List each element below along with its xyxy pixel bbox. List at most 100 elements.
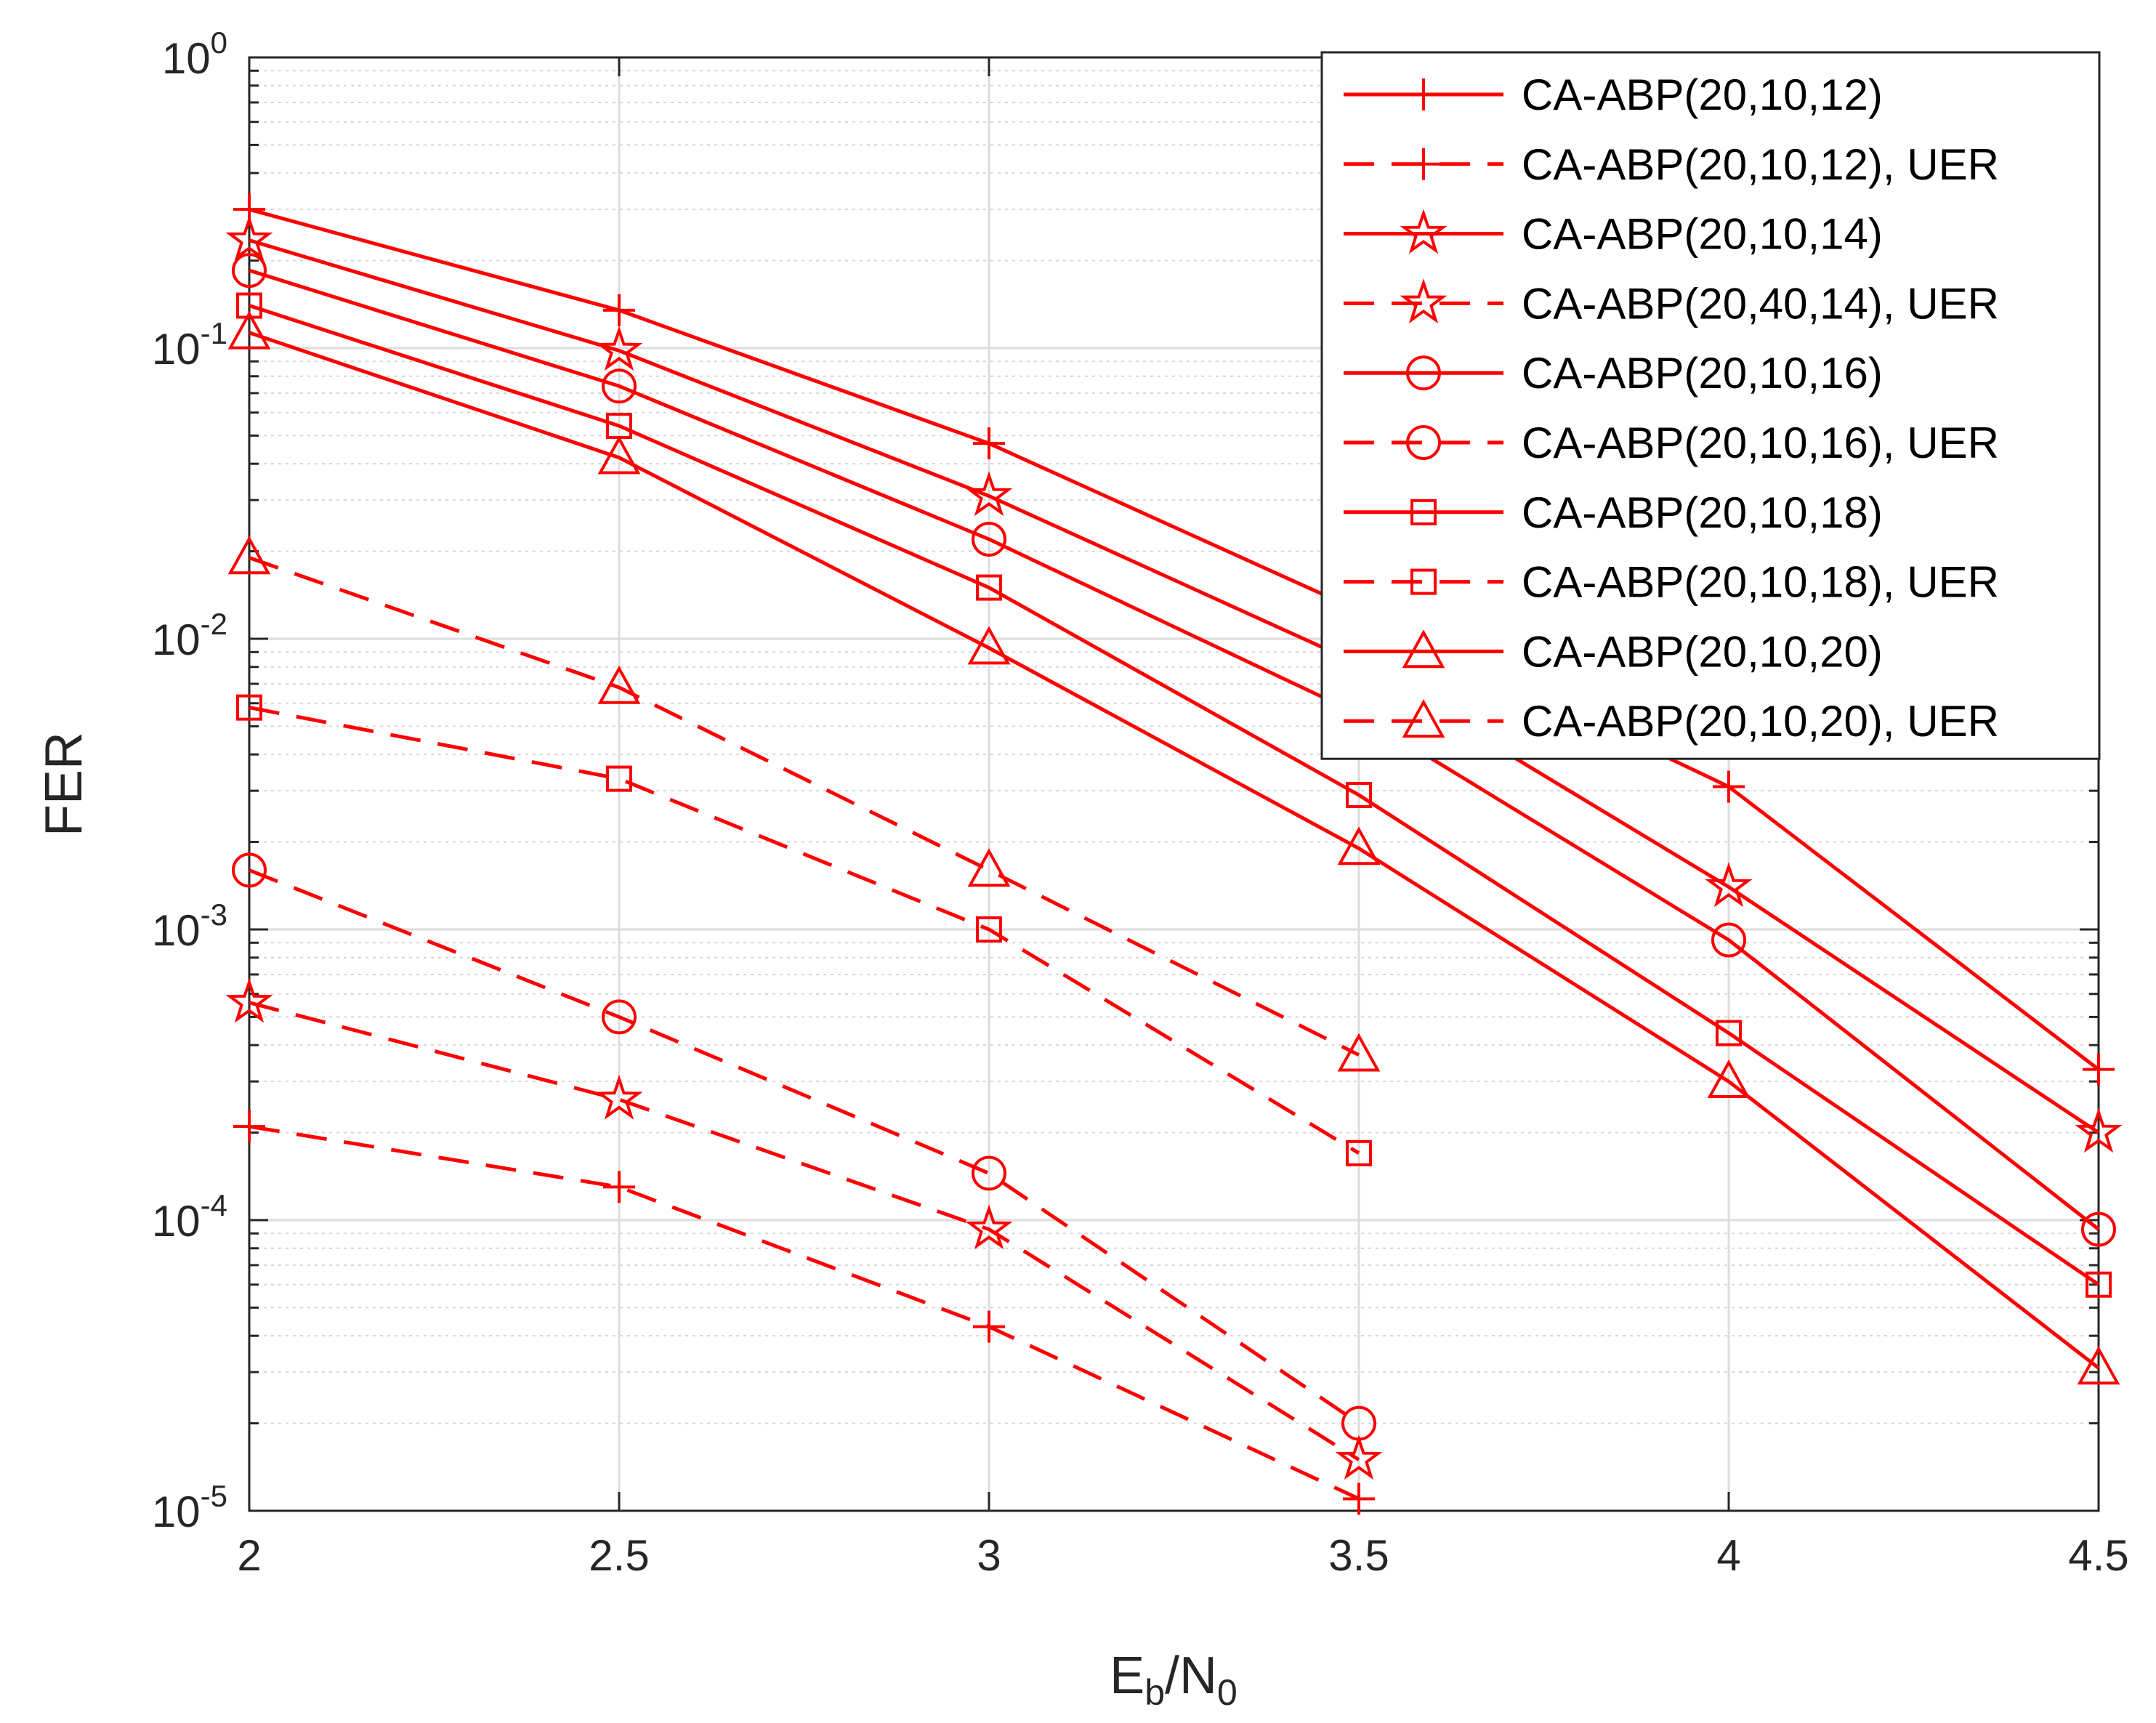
data-point-marker bbox=[597, 665, 641, 704]
series-line bbox=[249, 556, 1360, 1057]
series-9 bbox=[227, 536, 1381, 1072]
legend-label: CA-ABP(20,10,12), UER bbox=[1522, 140, 1999, 189]
legend-entry: CA-ABP(20,10,16) bbox=[1344, 349, 1883, 398]
data-point-marker bbox=[967, 626, 1011, 665]
x-tick-label: 4.5 bbox=[2068, 1531, 2128, 1580]
data-point-marker bbox=[973, 1310, 1005, 1343]
y-tick-label: 10-1 bbox=[152, 316, 227, 374]
data-point-marker bbox=[603, 294, 635, 326]
series-3 bbox=[225, 977, 1383, 1480]
y-tick-base: 10 bbox=[152, 616, 201, 664]
data-point-marker bbox=[1713, 770, 1745, 803]
legend-label: CA-ABP(20,10,16), UER bbox=[1522, 419, 1999, 467]
data-point-marker bbox=[595, 326, 643, 371]
data-point-marker bbox=[1337, 826, 1381, 865]
data-point-marker bbox=[232, 852, 267, 888]
legend-label: CA-ABP(20,10,20), UER bbox=[1522, 697, 1999, 746]
data-point-marker bbox=[1346, 782, 1372, 809]
legend-entry: CA-ABP(20,40,14), UER bbox=[1344, 278, 1999, 328]
series-line bbox=[249, 238, 2100, 1134]
y-tick-label: 10-3 bbox=[152, 897, 227, 955]
series-line bbox=[249, 1001, 1360, 1461]
series-line bbox=[249, 304, 2100, 1286]
legend-entry: CA-ABP(20,10,16), UER bbox=[1344, 419, 1999, 467]
data-point-marker bbox=[606, 765, 632, 792]
legend-box bbox=[1320, 51, 2101, 760]
y-axis-label: FER bbox=[35, 732, 93, 836]
data-point-marker bbox=[1335, 1435, 1383, 1480]
legend-marker bbox=[1408, 148, 1440, 180]
x-tick-label: 4 bbox=[1716, 1531, 1740, 1580]
legend-label: CA-ABP(20,10,12) bbox=[1522, 70, 1883, 119]
axes-box bbox=[248, 56, 2100, 1512]
series-line bbox=[249, 331, 2100, 1370]
legend-entry: CA-ABP(20,10,20), UER bbox=[1344, 697, 1999, 746]
data-point-marker bbox=[602, 999, 637, 1035]
data-point-marker bbox=[597, 435, 641, 475]
x-tick-label: 2.5 bbox=[589, 1531, 649, 1580]
data-point-marker bbox=[1705, 862, 1753, 908]
y-tick-base: 10 bbox=[152, 1488, 201, 1536]
legend-marker bbox=[1410, 568, 1437, 595]
y-tick-exponent: 0 bbox=[211, 25, 227, 60]
data-point-marker bbox=[973, 427, 1005, 460]
data-point-marker bbox=[603, 1171, 635, 1203]
data-point-marker bbox=[2081, 1211, 2116, 1247]
data-point-marker bbox=[1716, 1020, 1742, 1046]
data-point-marker bbox=[227, 536, 271, 575]
legend-marker bbox=[1402, 699, 1445, 738]
legend-marker bbox=[1406, 425, 1441, 460]
data-point-marker bbox=[602, 368, 637, 404]
series-1 bbox=[233, 1110, 1375, 1515]
x-axis-label-sub1: b bbox=[1144, 1672, 1165, 1713]
y-tick-base: 10 bbox=[152, 906, 201, 955]
data-point-marker bbox=[1337, 1033, 1381, 1072]
legend-label: CA-ABP(20,10,14) bbox=[1522, 210, 1883, 259]
x-tick-label: 3 bbox=[977, 1531, 1001, 1580]
data-point-marker bbox=[2086, 1271, 2112, 1298]
legend: CA-ABP(20,10,12) CA-ABP(20,10,12), UER CA-… bbox=[1320, 51, 2101, 760]
data-point-marker bbox=[225, 977, 273, 1023]
legend-marker bbox=[1402, 629, 1445, 669]
x-axis-label-mid: /N bbox=[1165, 1647, 1217, 1705]
data-point-marker bbox=[2083, 1053, 2115, 1086]
data-point-marker bbox=[972, 522, 1006, 557]
series-5 bbox=[232, 852, 1376, 1441]
series-7 bbox=[236, 694, 1372, 1166]
data-point-marker bbox=[967, 848, 1011, 887]
x-tick-label: 3.5 bbox=[1328, 1531, 1389, 1580]
data-point-marker bbox=[972, 1155, 1006, 1191]
x-tick-label: 2 bbox=[237, 1531, 261, 1580]
data-point-marker bbox=[225, 215, 273, 261]
legend-entry: CA-ABP(20,10,12), UER bbox=[1344, 140, 1999, 189]
legend-entry: CA-ABP(20,10,20) bbox=[1344, 627, 1883, 676]
legend-label: CA-ABP(20,10,18), UER bbox=[1522, 558, 1999, 607]
data-point-marker bbox=[236, 292, 262, 319]
data-point-marker bbox=[1341, 1405, 1376, 1441]
data-point-marker bbox=[1346, 1139, 1372, 1166]
series-8 bbox=[227, 310, 2120, 1385]
data-point-marker bbox=[1343, 1482, 1375, 1515]
y-tick-label: 10-2 bbox=[152, 607, 227, 664]
y-tick-exponent: -4 bbox=[201, 1188, 227, 1222]
y-tick-label: 100 bbox=[162, 25, 227, 83]
series-line bbox=[249, 868, 1360, 1425]
legend-label: CA-ABP(20,10,16) bbox=[1522, 349, 1883, 398]
data-point-marker bbox=[232, 253, 267, 288]
series-line bbox=[249, 706, 1360, 1155]
data-point-marker bbox=[227, 310, 271, 350]
legend-marker bbox=[1400, 278, 1448, 324]
legend-entry: CA-ABP(20,10,18) bbox=[1344, 488, 1883, 537]
series-6 bbox=[236, 292, 2112, 1298]
legend-label: CA-ABP(20,10,20) bbox=[1522, 627, 1883, 676]
data-point-marker bbox=[976, 574, 1002, 601]
y-tick-exponent: -2 bbox=[201, 607, 227, 641]
legend-marker bbox=[1408, 78, 1440, 110]
legend-entry: CA-ABP(20,10,18), UER bbox=[1344, 558, 1999, 607]
data-point-marker bbox=[2077, 1346, 2120, 1385]
y-tick-label: 10-5 bbox=[152, 1479, 227, 1536]
y-tick-exponent: -1 bbox=[201, 316, 227, 350]
series-0 bbox=[233, 193, 2115, 1086]
data-point-marker bbox=[976, 916, 1002, 943]
